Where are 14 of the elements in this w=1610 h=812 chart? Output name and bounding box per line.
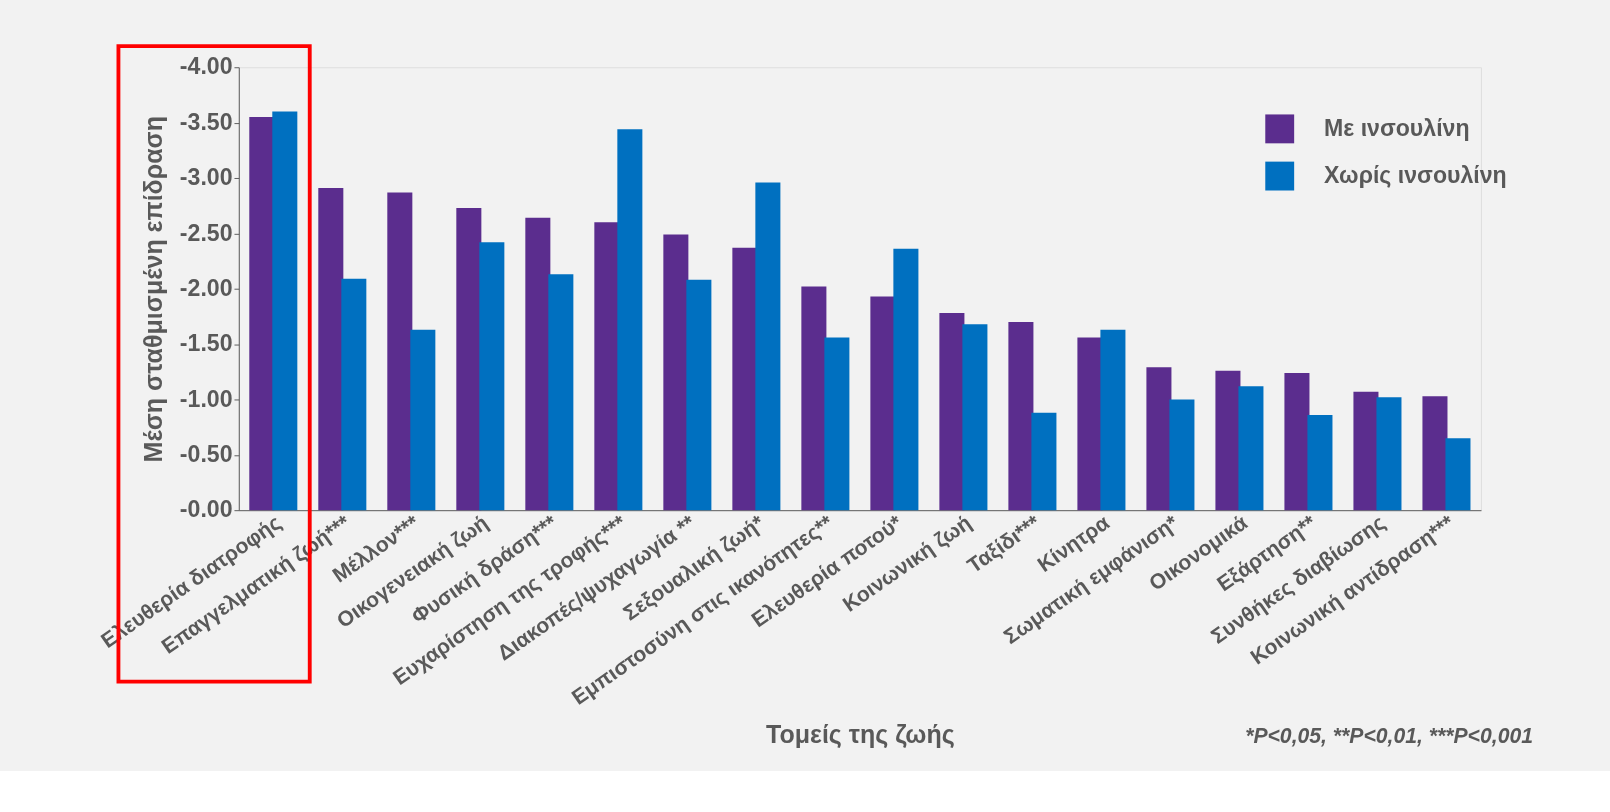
y-tick-label: -3.00 [179, 164, 233, 191]
y-tick-label: -1.00 [179, 385, 233, 412]
y-tick-label: -2.00 [179, 274, 233, 301]
x-axis-title: Τομείς της ζωής [766, 719, 955, 749]
y-tick-label: -3.50 [179, 108, 233, 135]
legend-label: Με ινσουλίνη [1324, 114, 1470, 141]
y-tick-label: -2.50 [179, 219, 233, 246]
text: *P<0,05, **P<0,01, ***P<0,001 [1245, 724, 1533, 748]
y-tick-label: -0.50 [179, 441, 233, 468]
y-tick-label: -0.00 [179, 496, 233, 523]
y-tick-label: -1.50 [179, 330, 233, 357]
y-tick-label: -4.00 [179, 53, 233, 80]
y-axis-title: Μέση σταθμισμένη επίδραση [138, 115, 167, 463]
legend-label: Χωρίς ινσουλίνη [1324, 161, 1507, 188]
